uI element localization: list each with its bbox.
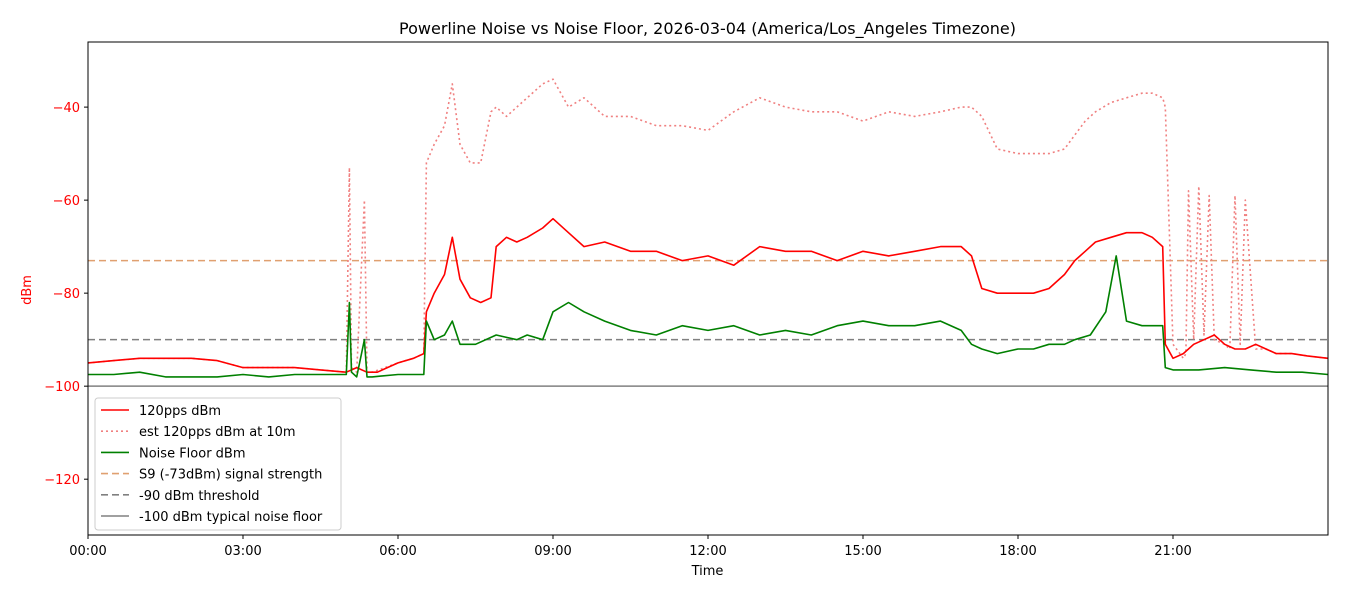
x-tick-label: 21:00 xyxy=(1154,544,1191,559)
legend-box xyxy=(94,397,342,531)
legend-label: est 120pps dBm at 10m xyxy=(139,425,296,440)
x-tick-label: 03:00 xyxy=(224,544,261,559)
x-tick-label: 12:00 xyxy=(689,544,726,559)
y-tick-label: −60 xyxy=(53,194,80,209)
x-axis: 00:00 03:00 06:00 09:00 12:00 15:00 18:00 21:00 xyxy=(69,535,1192,559)
chart-title: Powerline Noise vs Noise Floor, 2026-03-… xyxy=(399,19,1016,39)
y-tick-label: −40 xyxy=(53,101,80,116)
legend-label: 120pps dBm xyxy=(139,404,221,419)
x-tick-label: 09:00 xyxy=(534,544,571,559)
legend-label: -100 dBm typical noise floor xyxy=(139,510,323,525)
y-axis: −120 −100 −80 −60 −40 xyxy=(44,101,88,488)
y-axis-label: dBm xyxy=(20,275,35,305)
y-tick-label: −120 xyxy=(44,473,80,488)
x-tick-label: 00:00 xyxy=(69,544,106,559)
series-line-0 xyxy=(87,217,1329,374)
x-tick-label: 06:00 xyxy=(379,544,416,559)
series-line-1 xyxy=(87,78,1329,374)
legend-label: -90 dBm threshold xyxy=(139,489,260,504)
legend-label: S9 (-73dBm) signal strength xyxy=(139,468,322,483)
plot-area xyxy=(87,78,1329,387)
legend-label: Noise Floor dBm xyxy=(139,446,246,461)
x-tick-label: 15:00 xyxy=(844,544,881,559)
y-tick-label: −80 xyxy=(53,287,80,302)
legend: 120pps dBm est 120pps dBm at 10m Noise Flo… xyxy=(94,397,342,531)
x-axis-label: Time xyxy=(691,564,724,579)
y-tick-label: −100 xyxy=(44,380,80,395)
series-line-2 xyxy=(88,255,1329,378)
x-tick-label: 18:00 xyxy=(999,544,1036,559)
